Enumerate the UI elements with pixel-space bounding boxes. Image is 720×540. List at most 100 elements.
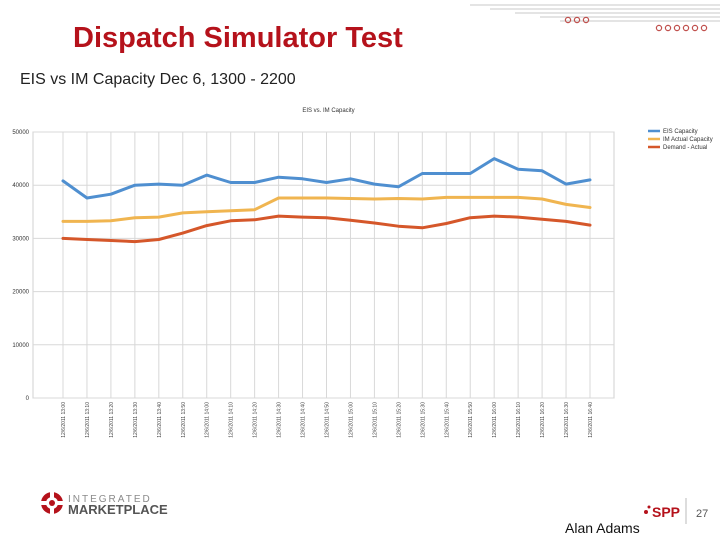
data-point xyxy=(61,237,65,240)
data-point xyxy=(253,218,256,221)
data-point xyxy=(133,216,137,219)
y-tick-label: 50000 xyxy=(12,130,29,136)
data-point xyxy=(421,172,424,175)
data-point xyxy=(229,181,232,184)
data-point xyxy=(540,169,544,173)
x-tick-label: 12/6/2011 14:00 xyxy=(205,402,211,438)
data-point xyxy=(109,193,113,196)
data-point xyxy=(492,157,496,160)
data-point xyxy=(277,196,280,200)
x-tick-label: 12/6/2011 16:00 xyxy=(492,402,498,438)
data-point xyxy=(133,184,137,187)
legend-label: EIS Capacity xyxy=(663,129,698,135)
data-point xyxy=(445,172,448,175)
data-point xyxy=(205,173,208,177)
data-point xyxy=(85,238,89,241)
x-tick-label: 12/6/2011 13:20 xyxy=(109,402,115,438)
data-point xyxy=(445,196,448,199)
x-tick-label: 12/6/2011 15:10 xyxy=(372,402,378,438)
data-point xyxy=(516,215,520,219)
data-point xyxy=(301,177,304,181)
spp-logo-text: SPP xyxy=(652,504,680,520)
data-point xyxy=(373,182,376,186)
data-point xyxy=(349,219,352,222)
data-point xyxy=(325,196,328,200)
x-tick-label: 12/6/2011 13:10 xyxy=(85,402,91,438)
data-point xyxy=(85,220,89,223)
data-point xyxy=(349,177,352,181)
data-point xyxy=(157,182,161,186)
data-point xyxy=(588,223,592,227)
data-point xyxy=(301,196,304,200)
data-point xyxy=(397,197,400,200)
data-point xyxy=(229,219,232,223)
data-point xyxy=(349,197,352,200)
data-point xyxy=(516,196,520,199)
header-decoration xyxy=(470,4,720,32)
author-name: Alan Adams xyxy=(565,520,640,536)
slide-subtitle: EIS vs IM Capacity Dec 6, 1300 - 2200 xyxy=(20,71,296,88)
data-point xyxy=(564,203,568,206)
data-point xyxy=(301,215,304,219)
plot-area xyxy=(32,131,615,399)
chart-title: EIS vs. IM Capacity xyxy=(302,108,354,114)
data-point xyxy=(157,215,161,219)
data-point xyxy=(325,181,328,184)
data-point xyxy=(181,231,184,235)
logo-line1: INTEGRATED xyxy=(68,494,152,505)
data-point xyxy=(445,222,448,225)
data-point xyxy=(588,178,592,182)
data-point xyxy=(516,168,520,171)
data-point xyxy=(397,224,400,228)
data-point xyxy=(564,182,568,186)
data-point xyxy=(229,209,232,212)
x-tick-label: 12/6/2011 15:50 xyxy=(468,402,474,438)
x-tick-label: 12/6/2011 15:30 xyxy=(420,402,426,438)
data-point xyxy=(540,218,544,221)
data-point xyxy=(205,224,208,227)
data-point xyxy=(564,220,568,223)
data-point xyxy=(469,216,472,219)
data-point xyxy=(421,226,424,229)
data-point xyxy=(373,197,376,201)
legend-label: Demand - Actual xyxy=(663,145,707,151)
data-point xyxy=(253,208,256,211)
x-tick-label: 12/6/2011 13:40 xyxy=(157,402,163,438)
x-tick-label: 12/6/2011 15:20 xyxy=(396,402,402,438)
x-tick-label: 12/6/2011 14:20 xyxy=(253,402,259,438)
data-point xyxy=(397,185,400,188)
data-point xyxy=(540,197,544,201)
spp-dot-icon xyxy=(644,510,648,514)
legend-label: IM Actual Capacity xyxy=(663,137,713,143)
data-point xyxy=(61,179,65,183)
data-point xyxy=(421,197,424,201)
data-point xyxy=(492,214,496,218)
data-point xyxy=(469,172,472,175)
x-tick-label: 12/6/2011 14:10 xyxy=(229,402,235,438)
logo-line2: MARKETPLACE xyxy=(68,502,168,517)
data-point xyxy=(181,184,184,187)
x-tick-label: 12/6/2011 15:40 xyxy=(444,402,450,438)
integrated-marketplace-logo: INTEGRATED MARKETPLACE xyxy=(41,492,168,517)
x-tick-label: 12/6/2011 16:40 xyxy=(588,402,594,438)
x-tick-label: 12/6/2011 14:30 xyxy=(277,402,283,438)
data-point xyxy=(588,206,592,209)
x-tick-label: 12/6/2011 14:50 xyxy=(325,402,331,438)
x-tick-label: 12/6/2011 16:20 xyxy=(540,402,546,438)
data-point xyxy=(277,176,280,179)
data-point xyxy=(492,196,496,199)
data-point xyxy=(109,239,113,242)
slide-title: Dispatch Simulator Test xyxy=(73,22,403,54)
data-point xyxy=(253,181,256,184)
x-tick-label: 12/6/2011 14:40 xyxy=(301,402,307,438)
x-tick-label: 12/6/2011 13:00 xyxy=(61,402,67,438)
data-point xyxy=(181,211,184,215)
y-tick-label: 10000 xyxy=(12,343,29,349)
capacity-line-chart: EIS vs. IM Capacity 0 10000 20000 30000 40000… xyxy=(12,108,713,438)
data-point xyxy=(133,240,137,243)
y-tick-label: 30000 xyxy=(12,236,29,242)
x-tick-label: 12/6/2011 16:10 xyxy=(516,402,522,438)
spp-logo: SPP xyxy=(644,498,687,524)
y-tick-label: 0 xyxy=(26,396,30,402)
data-point xyxy=(109,219,113,223)
